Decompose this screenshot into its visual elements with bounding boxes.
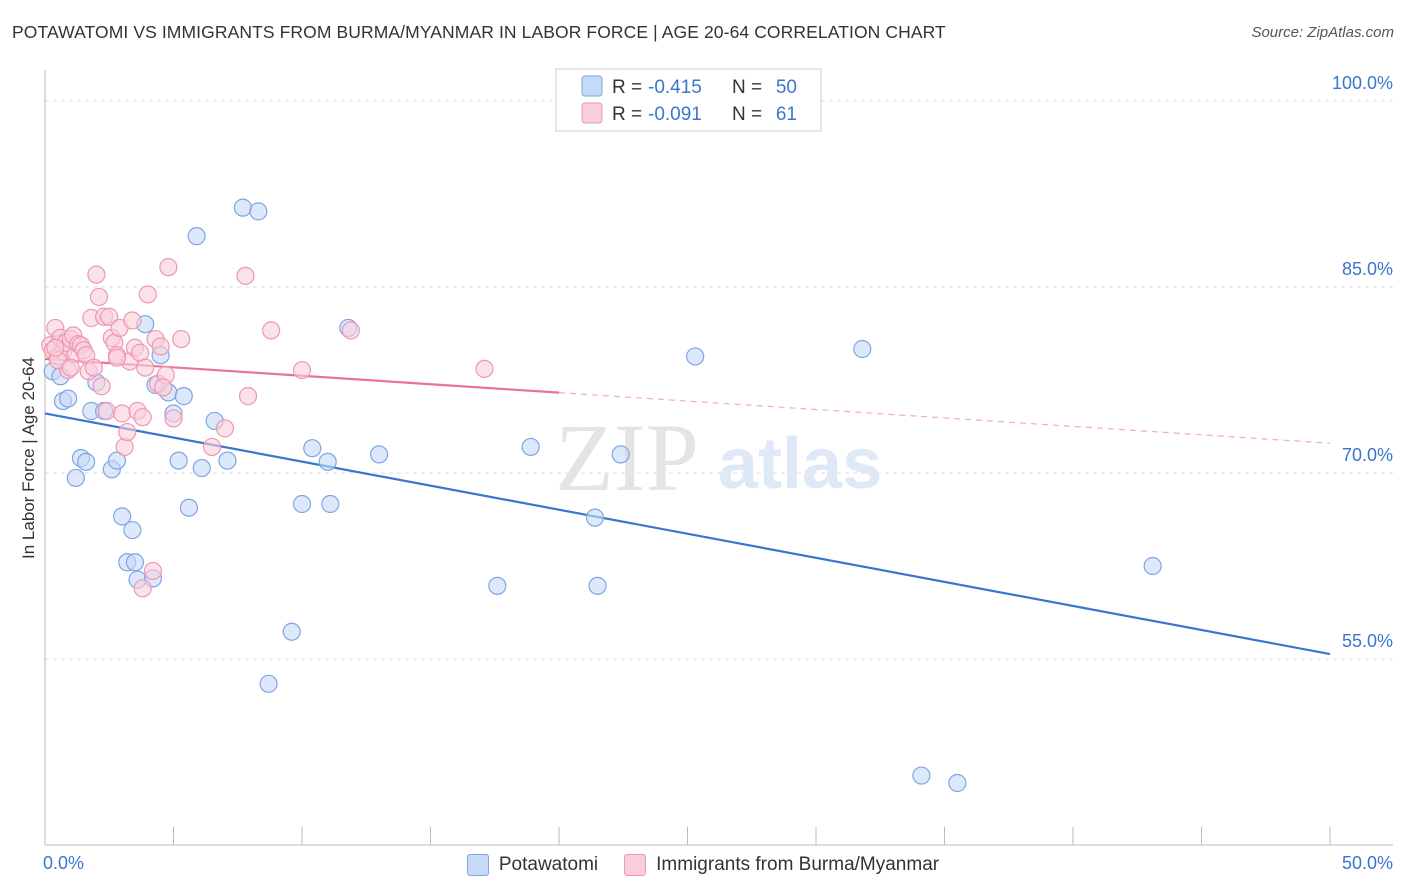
- point-burma: [136, 358, 155, 377]
- point-burma: [143, 561, 163, 581]
- point-potawatomi: [585, 508, 605, 527]
- point-burma: [262, 321, 281, 340]
- point-burma: [97, 401, 116, 421]
- stats-n-label: N =: [732, 77, 762, 98]
- point-potawatomi: [292, 494, 312, 514]
- point-burma: [164, 409, 183, 428]
- point-potawatomi: [112, 507, 132, 526]
- tick-labels: 55.0% 70.0% 85.0% 100.0% 0.0% 50.0%: [43, 73, 1393, 873]
- point-burma: [133, 579, 152, 598]
- point-potawatomi: [218, 451, 237, 470]
- point-burma: [159, 258, 178, 277]
- point-burma: [123, 311, 142, 330]
- point-potawatomi: [588, 576, 607, 595]
- trendline-0: [44, 412, 1331, 656]
- point-burma: [61, 358, 80, 377]
- point-burma: [112, 404, 132, 423]
- point-burma: [100, 307, 119, 326]
- source-label: Source: ZipAtlas.com: [1251, 24, 1394, 41]
- point-potawatomi: [66, 468, 85, 488]
- point-burma: [341, 321, 360, 340]
- point-burma: [172, 329, 191, 349]
- point-potawatomi: [187, 227, 206, 246]
- y-tick-label: 85.0%: [1342, 259, 1393, 279]
- point-potawatomi: [282, 622, 301, 641]
- point-potawatomi: [123, 520, 142, 540]
- point-potawatomi: [1143, 556, 1162, 576]
- point-potawatomi: [948, 773, 967, 793]
- point-burma: [46, 338, 65, 357]
- point-potawatomi: [321, 494, 340, 514]
- trendline-dashed-1: [558, 392, 1331, 444]
- y-tick-label: 100.0%: [1332, 73, 1393, 93]
- legend-label-potawatomi: Potawatomi: [498, 854, 599, 875]
- point-potawatomi: [233, 198, 252, 217]
- stats-r-label: R =: [612, 104, 642, 125]
- point-burma: [87, 265, 106, 284]
- stats-n-value: 61: [776, 104, 797, 125]
- point-burma: [115, 437, 134, 457]
- point-potawatomi: [179, 498, 199, 517]
- point-potawatomi: [107, 451, 127, 470]
- point-potawatomi: [611, 445, 630, 464]
- point-potawatomi: [77, 452, 96, 471]
- point-burma: [238, 387, 258, 406]
- stats-r-value: -0.091: [648, 104, 702, 125]
- stats-r-value: -0.415: [648, 77, 702, 98]
- y-tick-label: 55.0%: [1342, 631, 1393, 651]
- series-legend: Potawatomi Immigrants from Burma/Myanmar: [0, 850, 1406, 880]
- grid-lines: [45, 100, 1393, 660]
- stats-n-value: 50: [776, 77, 797, 98]
- point-potawatomi: [853, 339, 872, 359]
- point-potawatomi: [174, 387, 193, 406]
- stats-legend: R = -0.415 N = 50 R = -0.091 N = 61: [555, 68, 822, 132]
- point-burma: [475, 359, 494, 378]
- stats-swatch-0: [581, 75, 603, 97]
- point-burma: [107, 348, 127, 367]
- point-potawatomi: [912, 766, 931, 785]
- point-potawatomi: [259, 674, 278, 693]
- point-burma: [215, 419, 234, 438]
- point-potawatomi: [59, 389, 78, 408]
- watermark-atlas: atlas: [718, 424, 882, 504]
- legend-item-potawatomi: Potawatomi: [466, 854, 599, 876]
- point-burma: [154, 378, 173, 397]
- point-potawatomi: [192, 458, 211, 478]
- y-axis-label: In Labor Force | Age 20-64: [19, 357, 38, 559]
- data-points: [41, 198, 1162, 793]
- axes: [44, 70, 1393, 846]
- point-potawatomi: [370, 445, 389, 464]
- point-potawatomi: [303, 439, 322, 458]
- watermark: ZIP atlas: [555, 404, 882, 511]
- stats-r-label: R =: [612, 77, 642, 98]
- chart-title: POTAWATOMI VS IMMIGRANTS FROM BURMA/MYAN…: [12, 22, 946, 42]
- point-burma: [202, 437, 222, 457]
- point-burma: [84, 358, 103, 377]
- point-potawatomi: [169, 451, 188, 470]
- point-potawatomi: [488, 576, 507, 595]
- legend-label-burma: Immigrants from Burma/Myanmar: [656, 854, 940, 875]
- point-burma: [138, 285, 157, 304]
- point-potawatomi: [249, 202, 268, 221]
- stats-swatch-1: [581, 102, 603, 124]
- point-burma: [236, 266, 255, 285]
- point-potawatomi: [125, 553, 145, 572]
- legend-swatch-blue: [466, 854, 489, 876]
- point-burma: [92, 377, 111, 396]
- legend-swatch-pink: [624, 854, 647, 876]
- x-tick-label: 0.0%: [43, 853, 84, 873]
- stats-n-label: N =: [732, 104, 762, 125]
- y-tick-label: 70.0%: [1342, 445, 1393, 465]
- point-potawatomi: [318, 452, 337, 471]
- point-potawatomi: [521, 437, 540, 457]
- point-burma: [133, 408, 152, 427]
- point-burma: [151, 337, 170, 356]
- point-potawatomi: [686, 347, 705, 366]
- point-burma: [89, 287, 109, 307]
- point-burma: [118, 422, 137, 442]
- legend-item-burma: Immigrants from Burma/Myanmar: [624, 854, 939, 876]
- x-tick-label: 50.0%: [1342, 853, 1393, 873]
- point-burma: [292, 360, 312, 380]
